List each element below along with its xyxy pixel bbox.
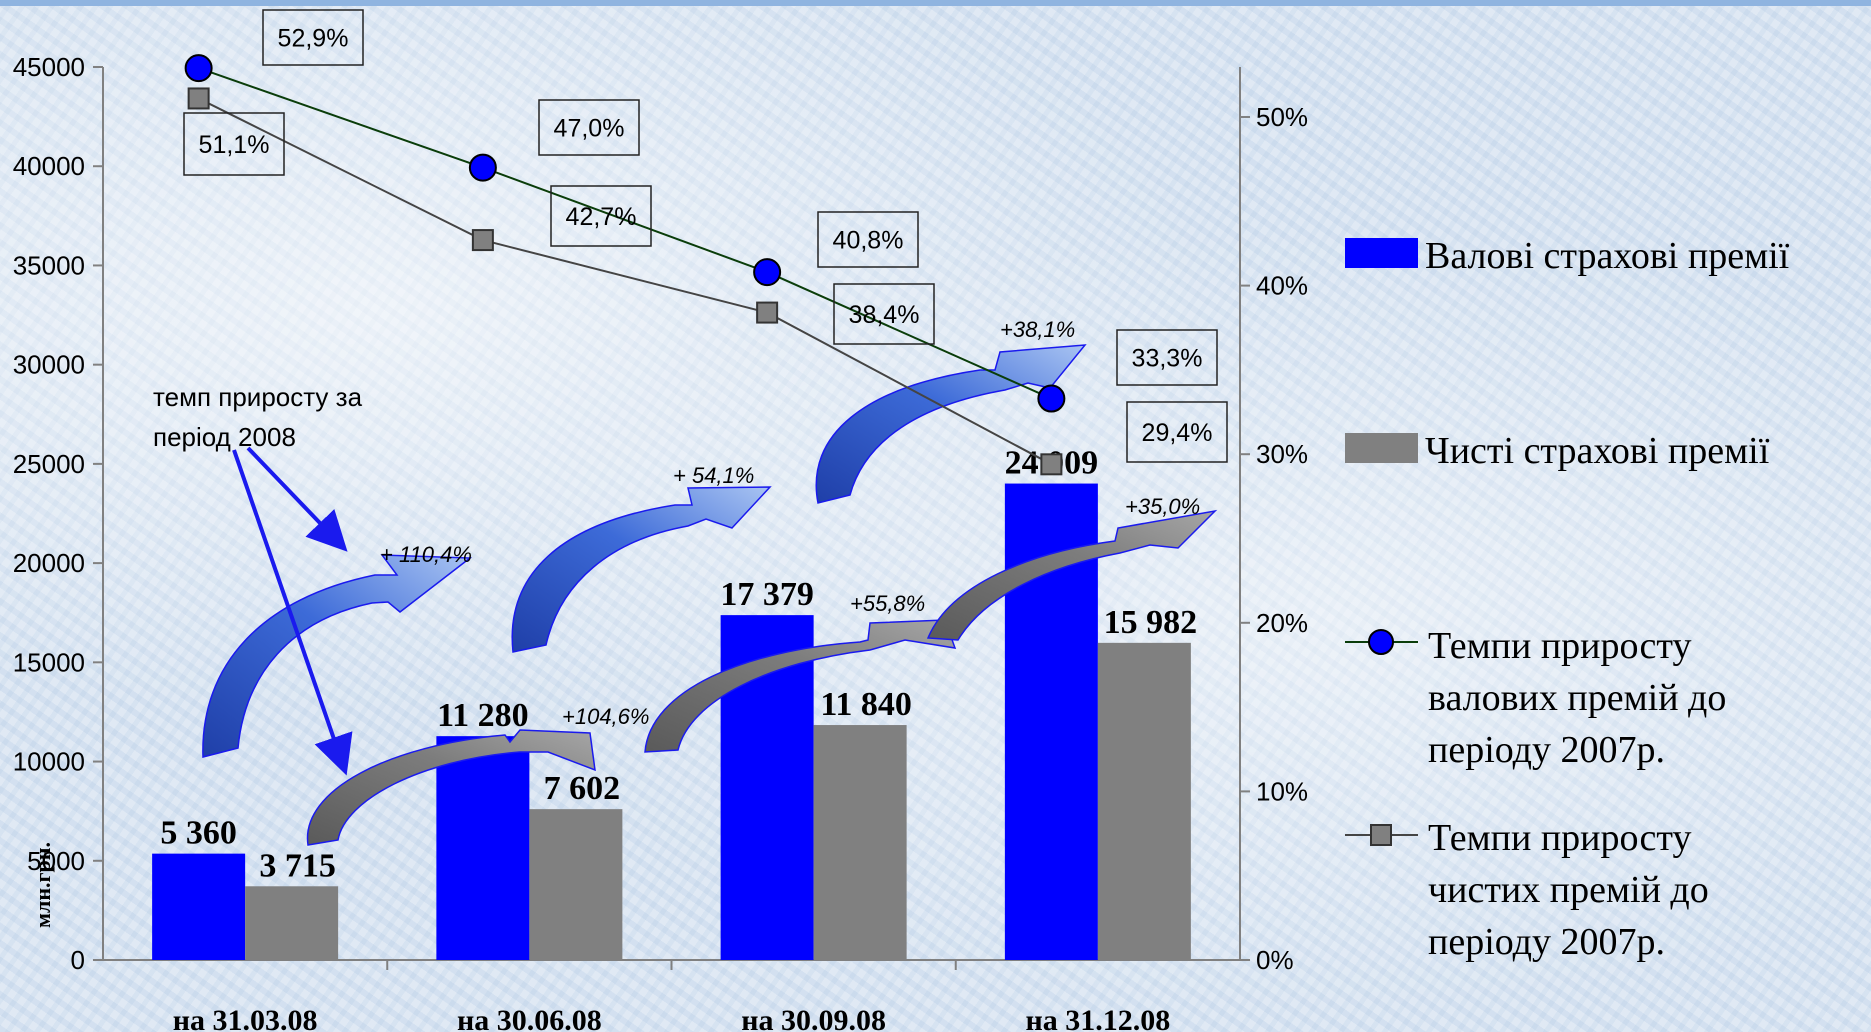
y-tick-label-left: 0 <box>71 945 85 975</box>
point-net-rate <box>471 229 494 252</box>
y-tick-label-right: 30% <box>1256 439 1308 469</box>
growth-arrows-net <box>306 509 1218 846</box>
y-tick-label-left: 35000 <box>13 250 85 280</box>
rate-label-box <box>183 112 285 176</box>
line-net-rate <box>198 97 1052 466</box>
point-net-rate <box>187 87 210 110</box>
annotation-text: темп приросту за період 2008 <box>153 382 369 452</box>
bar-gross <box>436 736 530 960</box>
legend-label-net: Чисті страхові премії <box>1425 430 1770 472</box>
growth-arrow-net-3 <box>926 509 1218 641</box>
y-tick-label-right: 40% <box>1256 271 1308 301</box>
growth-label-net-1: +104,6% <box>562 704 649 729</box>
y-tick-label-left: 25000 <box>13 449 85 479</box>
growth-labels: + 110,4% + 54,1% +38,1% +104,6% +55,8% +… <box>380 317 1200 729</box>
y-tick-label-left: 45000 <box>13 52 85 82</box>
legend: Валові страхові премії Чисті страхові пр… <box>1345 235 1790 963</box>
y-tick-label-left: 10000 <box>13 747 85 777</box>
rate-label-gross: 33,3% <box>1132 345 1203 373</box>
point-net-rate <box>756 301 779 324</box>
bar-label-net: 15 982 <box>1104 604 1198 641</box>
category-labels: на 31.03.08 на 30.06.08 на 30.09.08 на 31.1… <box>173 1004 1171 1032</box>
bar-gross <box>152 853 246 960</box>
bar-label-gross: 11 280 <box>437 697 529 734</box>
bar-label-net: 7 602 <box>544 770 621 807</box>
bar-label-net: 3 715 <box>259 847 336 884</box>
y-tick-label-left: 30000 <box>13 350 85 380</box>
rate-label-net: 42,7% <box>566 203 637 231</box>
y-tick-label-left: 40000 <box>13 151 85 181</box>
growth-label-net-2: +55,8% <box>850 591 925 616</box>
growth-label-gross-3: +38,1% <box>1000 317 1075 342</box>
growth-arrow-net-1 <box>306 729 596 846</box>
bar-label-gross: 17 379 <box>720 576 814 613</box>
y-tick-label-right: 20% <box>1256 608 1308 638</box>
growth-arrow-gross-2 <box>511 486 772 653</box>
point-gross-rate <box>753 258 782 287</box>
rate-label-box <box>1116 329 1218 386</box>
bar-net <box>529 809 623 960</box>
rate-label-net: 51,1% <box>199 131 270 159</box>
y-tick-label-right: 10% <box>1256 776 1308 806</box>
point-gross-rate <box>468 153 497 182</box>
rate-label-box <box>817 211 919 268</box>
rate-label-gross: 47,0% <box>554 115 625 143</box>
growth-label-net-3: +35,0% <box>1125 494 1200 519</box>
category-label: на 30.06.08 <box>457 1004 602 1032</box>
growth-label-gross-2: + 54,1% <box>673 463 754 488</box>
rate-label-net: 38,4% <box>849 301 920 329</box>
rate-label-gross: 40,8% <box>833 227 904 255</box>
bar-net <box>1097 642 1191 960</box>
point-gross-rate <box>1037 384 1066 413</box>
y-tick-label-right: 50% <box>1256 102 1308 132</box>
rate-label-box <box>1126 401 1228 463</box>
rate-label-box <box>833 283 935 345</box>
top-border <box>0 0 1871 6</box>
legend-label-gross-rate: Темпи приросту валових премій до періоду… <box>1428 625 1736 771</box>
bar-net <box>245 886 339 960</box>
line-gross-rate <box>198 67 1052 400</box>
bar-label-net: 11 840 <box>820 686 912 723</box>
legend-marker-gross <box>1368 629 1394 655</box>
bar-label-gross: 5 360 <box>160 815 237 852</box>
rate-label-box <box>550 185 652 247</box>
y-tick-label-left: 15000 <box>13 647 85 677</box>
y-axis-label: млн.грн. <box>30 842 55 928</box>
category-ticks <box>386 960 957 970</box>
legend-marker-net <box>1370 824 1392 846</box>
annotation-pointer-1 <box>246 446 348 552</box>
rate-label-box <box>538 99 640 156</box>
y-tick-label-left: 20000 <box>13 548 85 578</box>
rate-label-gross: 52,9% <box>278 25 349 53</box>
legend-label-net-rate: Темпи приросту чистих премій до періоду … <box>1428 817 1718 963</box>
growth-label-gross-1: + 110,4% <box>380 542 472 567</box>
growth-arrow-gross-1 <box>202 554 473 758</box>
y-ticks-right: 0% 10% 20% 30% 40% 50% <box>1240 102 1308 975</box>
annotation: темп приросту за період 2008 <box>153 382 369 776</box>
category-label: на 31.03.08 <box>173 1004 318 1032</box>
y-tick-label-left: 5000 <box>27 846 85 876</box>
annotation-pointer-2 <box>232 449 353 776</box>
growth-rate-lines: 52,9% 47,0% 40,8% 33,3% 51,1% 42,7% 38,4% 29,4% <box>183 9 1228 476</box>
y-ticks-left: 0 5000 10000 15000 20000 25000 30000 35000 40000… <box>13 52 103 975</box>
legend-label-gross: Валові страхові премії <box>1425 235 1790 277</box>
rate-label-box <box>262 9 364 66</box>
category-label: на 31.12.08 <box>1025 1004 1170 1032</box>
category-label: на 30.09.08 <box>741 1004 886 1032</box>
point-net-rate <box>1040 453 1063 476</box>
point-gross-rate <box>184 54 213 83</box>
rate-label-net: 29,4% <box>1142 419 1213 447</box>
legend-swatch-net <box>1345 433 1418 463</box>
bar-net <box>813 725 907 960</box>
legend-swatch-gross <box>1345 238 1418 268</box>
y-tick-label-right: 0% <box>1256 945 1294 975</box>
